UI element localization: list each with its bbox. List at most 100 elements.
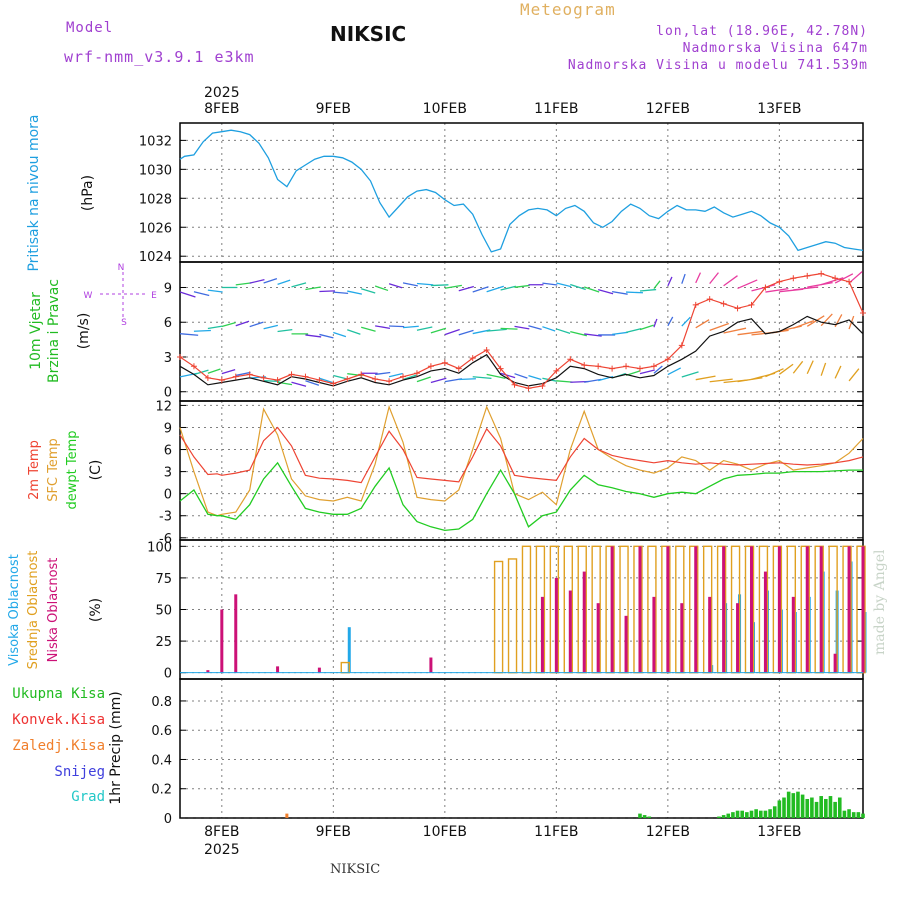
wind-arrow (793, 320, 815, 329)
compass-s: S (121, 318, 127, 328)
station-title: NIKSIC (330, 22, 407, 46)
wind-arrow (472, 286, 489, 293)
wind-arrow (333, 374, 347, 380)
total-precip-bar (763, 810, 768, 818)
wind-arrow (765, 368, 784, 378)
wind-arrow (625, 327, 642, 333)
x-tick-label-top: 8FEB (204, 101, 239, 117)
wind-gust-marker (372, 375, 379, 382)
x-tick-label-bottom: 8FEB (204, 824, 239, 840)
y-tick-label: 0.6 (151, 724, 172, 739)
wind-gust-marker (567, 356, 574, 363)
total-precip-bar (642, 815, 647, 818)
wind-arrow (486, 373, 506, 379)
wind-arrow (570, 283, 586, 291)
low-cloud-bar (736, 603, 740, 673)
wind-gust-marker (344, 375, 351, 382)
y-tick-label: 1026 (139, 221, 172, 236)
wind-arrow (389, 325, 405, 328)
y-tick-label: 1032 (139, 134, 172, 149)
wind-arrow (667, 316, 674, 327)
wind-arrow (179, 291, 196, 298)
wind-arrow (430, 327, 447, 334)
wind-arrow (179, 333, 199, 336)
legend-dewpt-temp: dewpt Temp (65, 430, 80, 509)
wind-arrow (556, 380, 573, 383)
wind-gust-marker (846, 278, 853, 285)
wind-arrow (375, 371, 391, 376)
wind-arrow (737, 279, 758, 290)
legend-2m-temp: 2m Temp (27, 440, 42, 500)
total-precip-bar (796, 791, 800, 818)
wind-gust-marker (400, 373, 407, 380)
cloud-unit: (%) (88, 598, 104, 622)
low-cloud-bar (582, 571, 586, 673)
credit-watermark: made by Angel (872, 549, 888, 656)
wind-arrow (820, 362, 827, 376)
wind-arrow (305, 286, 321, 291)
wind-arrow (806, 360, 814, 375)
wind-arrow (653, 365, 663, 374)
wind-gust-marker (455, 365, 462, 372)
low-cloud-bar (610, 546, 614, 673)
legend-high-cloud: Visoka Oblacnost (7, 554, 22, 666)
wind-arrow (486, 328, 507, 332)
low-cloud-bar (317, 667, 321, 673)
low-cloud-bar (694, 546, 698, 673)
total-precip-bar (791, 793, 796, 818)
wind-arrow (681, 371, 699, 378)
wind-arrow (556, 282, 572, 288)
wind-arrow (207, 289, 223, 293)
year-label-bottom: 2025 (204, 842, 240, 858)
wind-arrow (375, 325, 391, 329)
wind-arrow (514, 373, 528, 379)
wind-arrow (500, 285, 517, 291)
footer-station: NIKSIC (330, 862, 381, 877)
x-tick-label-top: 13FEB (757, 101, 801, 117)
wind-arrow (277, 329, 293, 333)
panel-frame (179, 122, 864, 263)
y-tick-label: 3 (164, 351, 172, 366)
total-precip-bar (819, 796, 823, 818)
low-cloud-bar (708, 596, 712, 673)
wind-arrow (444, 328, 460, 336)
y-tick-label: 9 (164, 421, 172, 436)
wind-arrow (347, 290, 362, 295)
total-precip-bar (814, 801, 819, 818)
wind-gust-marker (511, 381, 518, 388)
temp-2m-line (179, 426, 864, 484)
total-precip-bar (837, 797, 842, 818)
wind-arrow (611, 290, 628, 295)
wind-arrow (193, 291, 210, 297)
wind-arrow (626, 291, 644, 294)
total-precip-bar (745, 812, 749, 818)
wind-arrow (681, 316, 691, 327)
x-tick-label-top: 9FEB (316, 101, 351, 117)
total-precip-bar (638, 813, 642, 818)
y-tick-label: 0.8 (151, 695, 172, 710)
wind-arrow (793, 286, 819, 291)
wind-arrow (472, 376, 492, 380)
wind-unit: (m/s) (76, 313, 92, 350)
legend-mid-cloud: Srednja Oblacnost (26, 551, 41, 670)
wind-gust-marker (232, 373, 239, 380)
wind-gust-marker (386, 378, 393, 385)
wind-arrow (458, 378, 476, 381)
wind-arrow (235, 320, 250, 327)
high-cloud-bar (347, 627, 351, 673)
wind-arrow (486, 285, 504, 293)
wind-arrow (737, 377, 763, 383)
wind-arrow (709, 322, 730, 331)
wind-arrow (361, 326, 376, 332)
wind-arrow (416, 376, 431, 383)
wind-gust-marker (177, 353, 183, 360)
wind-title-2: Brzina i Pravac (46, 279, 62, 383)
wind-arrow (500, 327, 518, 330)
low-cloud-bar (554, 577, 558, 673)
y-tick-label: 1024 (139, 250, 172, 265)
panel-frame (179, 678, 864, 819)
total-precip-bar (786, 791, 791, 818)
wind-gust-marker (678, 342, 685, 349)
x-tick-label-bottom: 11FEB (534, 824, 578, 840)
